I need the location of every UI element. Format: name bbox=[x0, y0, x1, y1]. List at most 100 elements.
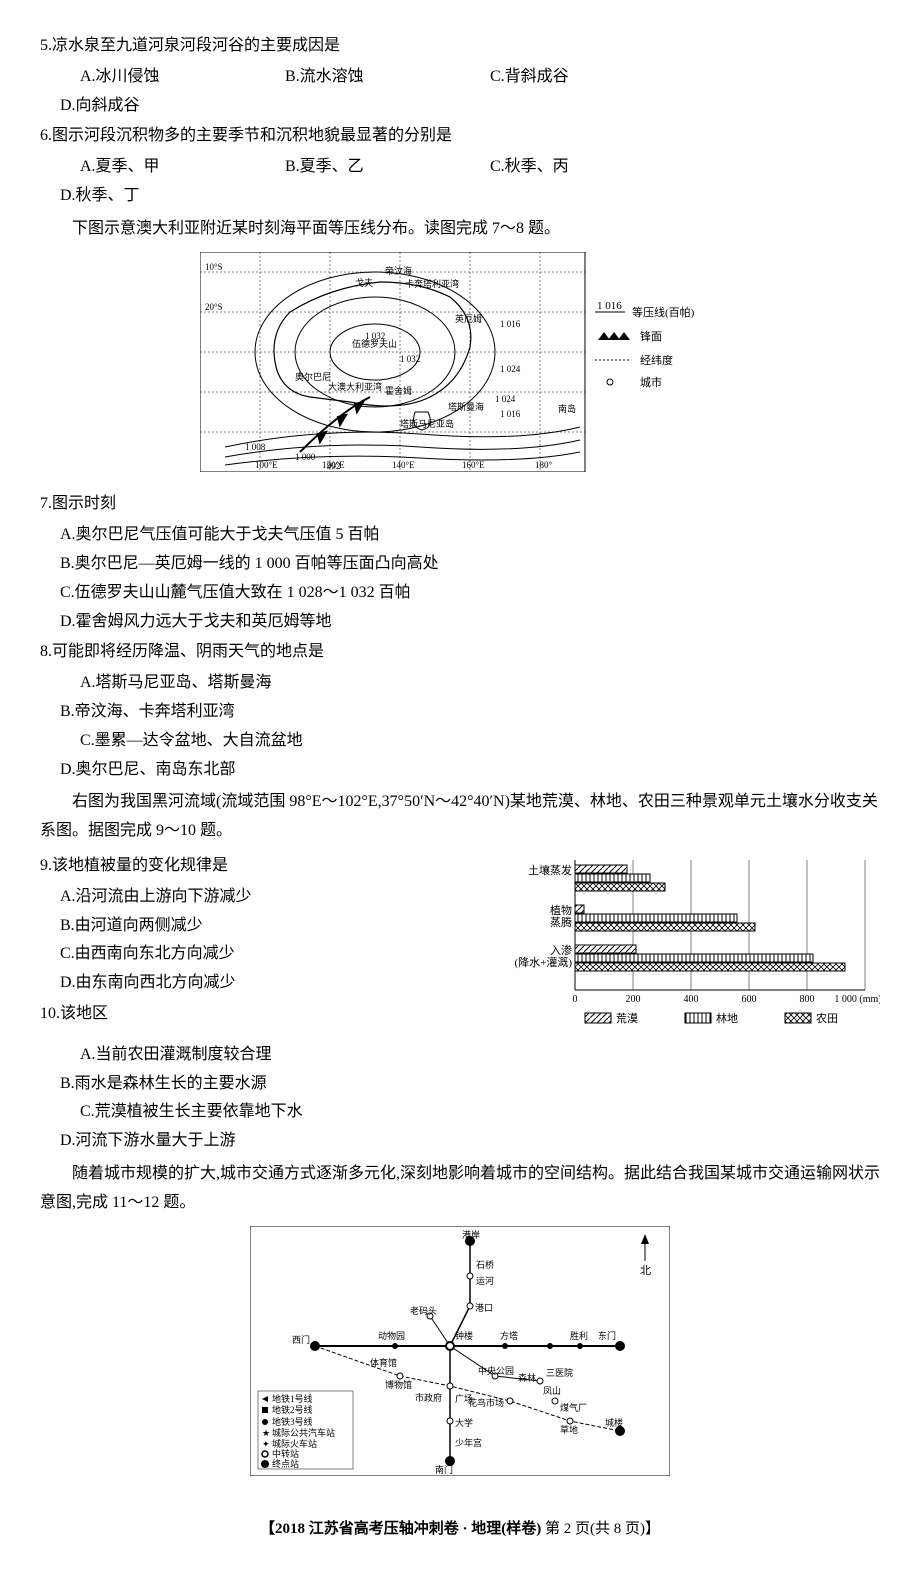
figure-map-78: 10°S 20°S 100°E 120°E 140°E 160°E 180° 戈… bbox=[40, 252, 880, 483]
q5-opt-c: C.背斜成谷 bbox=[490, 63, 695, 92]
svg-text:锋面: 锋面 bbox=[640, 330, 662, 343]
svg-text:大澳大利亚湾: 大澳大利亚湾 bbox=[328, 381, 382, 392]
svg-text:老码头: 老码头 bbox=[410, 1305, 437, 1316]
q10-opt-c: C.荒漠植被生长主要依靠地下水 bbox=[80, 1098, 490, 1127]
svg-text:东门: 东门 bbox=[598, 1330, 616, 1341]
svg-text:煤气厂: 煤气厂 bbox=[560, 1402, 587, 1413]
q8-options: A.塔斯马尼亚岛、塔斯曼海 B.帝汶海、卡奔塔利亚湾 C.墨累—达令盆地、大自流… bbox=[60, 669, 880, 784]
svg-text:北: 北 bbox=[640, 1264, 651, 1277]
svg-text:入渗: 入渗 bbox=[550, 943, 572, 957]
svg-text:广场: 广场 bbox=[455, 1393, 473, 1404]
svg-text:钟楼: 钟楼 bbox=[455, 1330, 473, 1341]
svg-text:港口: 港口 bbox=[475, 1302, 493, 1313]
svg-text:100°E: 100°E bbox=[255, 460, 278, 470]
svg-text:1 016: 1 016 bbox=[500, 409, 521, 419]
q9-opt-d: D.由东南向西北方向减少 bbox=[60, 969, 490, 998]
q10-opt-b: B.雨水是森林生长的主要水源 bbox=[60, 1070, 470, 1099]
q10-stem: 10.该地区 bbox=[40, 1000, 490, 1029]
footer-plain: 第 2 页(共 8 页)】 bbox=[541, 1521, 660, 1537]
svg-text:1 032: 1 032 bbox=[400, 354, 420, 364]
svg-text:终点站: 终点站 bbox=[272, 1458, 299, 1469]
svg-text:三医院: 三医院 bbox=[546, 1367, 573, 1378]
svg-text:1 008: 1 008 bbox=[245, 442, 266, 452]
svg-text:1 032: 1 032 bbox=[365, 331, 385, 341]
svg-text:少年宫: 少年宫 bbox=[455, 1437, 482, 1448]
q10-opt-d: D.河流下游水量大于上游 bbox=[60, 1127, 470, 1156]
svg-text:西门: 西门 bbox=[292, 1334, 310, 1345]
svg-text:180°: 180° bbox=[535, 460, 553, 470]
svg-text:992: 992 bbox=[327, 461, 341, 471]
svg-text:(降水+灌溉): (降水+灌溉) bbox=[514, 955, 572, 969]
svg-text:0: 0 bbox=[573, 994, 578, 1005]
svg-text:植物: 植物 bbox=[550, 903, 572, 917]
svg-text:荒漠: 荒漠 bbox=[616, 1012, 638, 1025]
q5-opt-a: A.冰川侵蚀 bbox=[80, 63, 285, 92]
svg-text:城楼: 城楼 bbox=[605, 1417, 623, 1428]
page-footer: 【2018 江苏省高考压轴冲刺卷 · 地理(样卷) 第 2 页(共 8 页)】 bbox=[40, 1516, 880, 1543]
intro-1112: 随着城市规模的扩大,城市交通方式逐渐多元化,深刻地影响着城市的空间结构。据此结合… bbox=[40, 1160, 880, 1218]
q9-stem: 9.该地植被量的变化规律是 bbox=[40, 852, 490, 881]
q6-opt-a: A.夏季、甲 bbox=[80, 153, 285, 182]
svg-text:10°S: 10°S bbox=[205, 262, 223, 272]
footer-bold: 【2018 江苏省高考压轴冲刺卷 · 地理(样卷) bbox=[260, 1521, 541, 1537]
svg-text:城际公共汽车站: 城际公共汽车站 bbox=[272, 1427, 335, 1438]
svg-text:160°E: 160°E bbox=[462, 460, 485, 470]
svg-text:400: 400 bbox=[684, 994, 699, 1005]
svg-text:中央公园: 中央公园 bbox=[478, 1365, 514, 1376]
svg-text:森林: 森林 bbox=[518, 1372, 536, 1383]
svg-text:1 024: 1 024 bbox=[495, 394, 516, 404]
q7-opt-b: B.奥尔巴尼—英厄姆一线的 1 000 百帕等压面凸向高处 bbox=[60, 550, 880, 579]
q10-opt-a: A.当前农田灌溉制度较合理 bbox=[80, 1041, 490, 1070]
svg-text:1 016: 1 016 bbox=[500, 319, 521, 329]
svg-text:200: 200 bbox=[626, 994, 641, 1005]
svg-text:石桥: 石桥 bbox=[476, 1259, 494, 1270]
svg-text:博物馆: 博物馆 bbox=[385, 1379, 412, 1390]
q8-opt-a: A.塔斯马尼亚岛、塔斯曼海 bbox=[80, 669, 490, 698]
figure-chart-910: 土壤蒸发 植物 蒸腾 入渗 (降水+灌溉) 0 200 400 600 800 … bbox=[500, 850, 880, 1041]
svg-text:800: 800 bbox=[800, 994, 815, 1005]
svg-text:城际火车站: 城际火车站 bbox=[272, 1438, 317, 1449]
q8-opt-c: C.墨累—达令盆地、大自流盆地 bbox=[80, 727, 490, 756]
svg-text:草地: 草地 bbox=[560, 1424, 578, 1435]
svg-text:大学: 大学 bbox=[455, 1417, 473, 1428]
svg-text:帝汶海: 帝汶海 bbox=[385, 265, 412, 276]
svg-text:1 016: 1 016 bbox=[597, 300, 622, 312]
q5-stem: 5.凉水泉至九道河泉河段河谷的主要成因是 bbox=[40, 32, 880, 61]
svg-text:南岛: 南岛 bbox=[558, 403, 576, 414]
q7-opt-c: C.伍德罗夫山山麓气压值大致在 1 028～1 032 百帕 bbox=[60, 579, 880, 608]
q9-opt-c: C.由西南向东北方向减少 bbox=[60, 940, 490, 969]
svg-text:凤山: 凤山 bbox=[543, 1386, 561, 1396]
q5-options: A.冰川侵蚀 B.流水溶蚀 C.背斜成谷 D.向斜成谷 bbox=[60, 63, 880, 121]
q6-options: A.夏季、甲 B.夏季、乙 C.秋季、丙 D.秋季、丁 bbox=[60, 153, 880, 211]
q6-opt-b: B.夏季、乙 bbox=[285, 153, 490, 182]
q5-opt-b: B.流水溶蚀 bbox=[285, 63, 490, 92]
q7-opt-a: A.奥尔巴尼气压值可能大于戈夫气压值 5 百帕 bbox=[60, 521, 880, 550]
svg-text:土壤蒸发: 土壤蒸发 bbox=[528, 863, 572, 877]
svg-text:1 024: 1 024 bbox=[500, 364, 521, 374]
svg-text:等压线(百帕): 等压线(百帕) bbox=[632, 305, 695, 319]
svg-text:林地: 林地 bbox=[716, 1011, 738, 1025]
svg-text:地铁2号线: 地铁2号线 bbox=[272, 1404, 313, 1415]
svg-text:蒸腾: 蒸腾 bbox=[550, 915, 572, 929]
q8-stem: 8.可能即将经历降温、阴雨天气的地点是 bbox=[40, 638, 880, 667]
q6-opt-d: D.秋季、丁 bbox=[60, 182, 265, 211]
q10-options: A.当前农田灌溉制度较合理 B.雨水是森林生长的主要水源 C.荒漠植被生长主要依… bbox=[60, 1041, 880, 1156]
q9-opt-a: A.沿河流由上游向下游减少 bbox=[60, 883, 490, 912]
svg-text:地铁1号线: 地铁1号线 bbox=[272, 1393, 313, 1404]
svg-text:卡奔塔利亚湾: 卡奔塔利亚湾 bbox=[405, 278, 459, 289]
svg-text:✦: ✦ bbox=[262, 1439, 270, 1449]
q8-opt-b: B.帝汶海、卡奔塔利亚湾 bbox=[60, 698, 470, 727]
svg-text:塔斯曼海: 塔斯曼海 bbox=[448, 401, 484, 412]
svg-text:花鸟市场: 花鸟市场 bbox=[468, 1397, 504, 1408]
svg-text:中转站: 中转站 bbox=[272, 1448, 299, 1459]
svg-text:霍舍姆: 霍舍姆 bbox=[385, 385, 412, 396]
intro-910: 右图为我国黑河流域(流域范围 98°E～102°E,37°50′N～42°40′… bbox=[40, 788, 880, 846]
q6-opt-c: C.秋季、丙 bbox=[490, 153, 695, 182]
svg-text:体育馆: 体育馆 bbox=[370, 1357, 397, 1368]
svg-text:奥尔巴尼: 奥尔巴尼 bbox=[295, 371, 331, 382]
svg-text:20°S: 20°S bbox=[205, 302, 223, 312]
svg-text:方塔: 方塔 bbox=[500, 1330, 518, 1341]
svg-text:1 000 (mm): 1 000 (mm) bbox=[834, 994, 880, 1005]
q8-opt-d: D.奥尔巴尼、南岛东北部 bbox=[60, 756, 470, 785]
intro-78: 下图示意澳大利亚附近某时刻海平面等压线分布。读图完成 7～8 题。 bbox=[40, 215, 880, 244]
